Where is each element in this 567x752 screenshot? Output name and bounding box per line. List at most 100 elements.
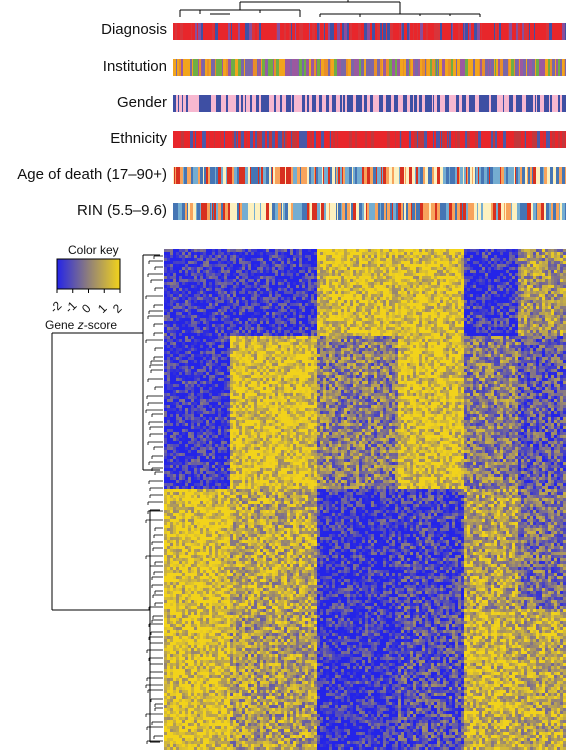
heatmap-cell	[512, 291, 515, 294]
heatmap-cell	[242, 300, 245, 303]
heatmap-cell	[530, 276, 533, 279]
heatmap-cell	[176, 306, 179, 309]
annotation-track-cell	[430, 23, 433, 40]
heatmap-cell	[458, 327, 461, 330]
heatmap-cell	[335, 324, 338, 327]
annotation-track-cell	[448, 23, 451, 40]
heatmap-cell	[536, 309, 539, 312]
heatmap-cell	[299, 309, 302, 312]
annotation-track-cell	[311, 59, 314, 76]
heatmap-cell	[500, 312, 503, 315]
heatmap-cell	[500, 261, 503, 264]
heatmap-cell	[236, 315, 239, 318]
heatmap-cell	[485, 279, 488, 282]
heatmap-cell	[509, 258, 512, 261]
heatmap-cell	[230, 291, 233, 294]
heatmap-cell	[323, 279, 326, 282]
annotation-track-cell	[206, 131, 209, 148]
heatmap-cell	[305, 324, 308, 327]
heatmap-cell	[530, 264, 533, 267]
heatmap-cell	[554, 252, 557, 255]
heatmap-cell	[266, 273, 269, 276]
annotation-track-cell	[230, 23, 231, 40]
heatmap-cell	[239, 273, 242, 276]
heatmap-cell	[380, 306, 383, 309]
heatmap-cell	[278, 264, 281, 267]
annotation-track-cell	[555, 23, 557, 40]
annotation-track-cell	[425, 95, 428, 112]
heatmap-cell	[302, 270, 305, 273]
heatmap-cell	[389, 309, 392, 312]
heatmap-cell	[440, 297, 443, 300]
heatmap-cell	[245, 270, 248, 273]
heatmap-cell	[527, 318, 530, 321]
heatmap-cell	[410, 321, 413, 324]
annotation-track-cell	[255, 23, 257, 40]
heatmap-cell	[188, 270, 191, 273]
heatmap-cell	[419, 327, 422, 330]
heatmap-cell	[533, 285, 536, 288]
heatmap-cell	[308, 255, 311, 258]
heatmap-cell	[242, 297, 245, 300]
heatmap-cell	[329, 321, 332, 324]
annotation-track-cell	[475, 23, 477, 40]
heatmap-cell	[374, 306, 377, 309]
heatmap-cell	[287, 252, 290, 255]
heatmap-cell	[536, 273, 539, 276]
heatmap-cell	[527, 279, 530, 282]
heatmap-cell	[476, 273, 479, 276]
heatmap-cell	[473, 300, 476, 303]
heatmap-cell	[497, 312, 500, 315]
heatmap-cell	[200, 291, 203, 294]
heatmap-cell	[380, 291, 383, 294]
annotation-track-cell	[263, 131, 265, 148]
heatmap-cell	[236, 294, 239, 297]
annotation-track-cell	[234, 203, 237, 220]
annotation-track-cell	[178, 131, 181, 148]
heatmap-cell	[548, 276, 551, 279]
heatmap-cell	[320, 300, 323, 303]
heatmap-cell	[377, 312, 380, 315]
annotation-track-cell	[295, 131, 297, 148]
heatmap-cell	[344, 273, 347, 276]
heatmap-cell	[302, 303, 305, 306]
annotation-track-cell	[424, 131, 427, 148]
annotation-track-cell	[540, 131, 543, 148]
annotation-track-cell	[348, 59, 351, 76]
heatmap-cell	[512, 321, 515, 324]
heatmap-cell	[344, 312, 347, 315]
heatmap-cell	[386, 297, 389, 300]
annotation-track-cell	[482, 23, 484, 40]
heatmap-cell	[242, 285, 245, 288]
heatmap-cell	[263, 273, 266, 276]
annotation-track-cell	[377, 131, 380, 148]
heatmap-cell	[215, 282, 218, 285]
heatmap-cell	[242, 306, 245, 309]
heatmap-cell	[368, 267, 371, 270]
heatmap-cell	[173, 252, 176, 255]
heatmap-cell	[359, 279, 362, 282]
heatmap-cell	[263, 258, 266, 261]
heatmap-cell	[473, 249, 476, 252]
heatmap-cell	[494, 273, 497, 276]
annotation-track-cell	[275, 203, 278, 220]
heatmap-cell	[383, 264, 386, 267]
heatmap-cell	[527, 258, 530, 261]
heatmap-cell	[332, 297, 335, 300]
heatmap-cell	[260, 276, 263, 279]
heatmap-cell	[464, 303, 467, 306]
heatmap-cell	[227, 288, 230, 291]
annotation-track-cell	[397, 59, 400, 76]
heatmap-cell	[530, 282, 533, 285]
heatmap-cell	[383, 276, 386, 279]
heatmap-cell	[536, 270, 539, 273]
heatmap-cell	[173, 261, 176, 264]
heatmap-cell	[254, 297, 257, 300]
heatmap-cell	[494, 261, 497, 264]
heatmap-cell	[440, 318, 443, 321]
heatmap-cell	[227, 255, 230, 258]
heatmap-cell	[443, 267, 446, 270]
annotation-track-cell	[392, 203, 393, 220]
heatmap-cell	[416, 309, 419, 312]
heatmap-cell	[242, 288, 245, 291]
